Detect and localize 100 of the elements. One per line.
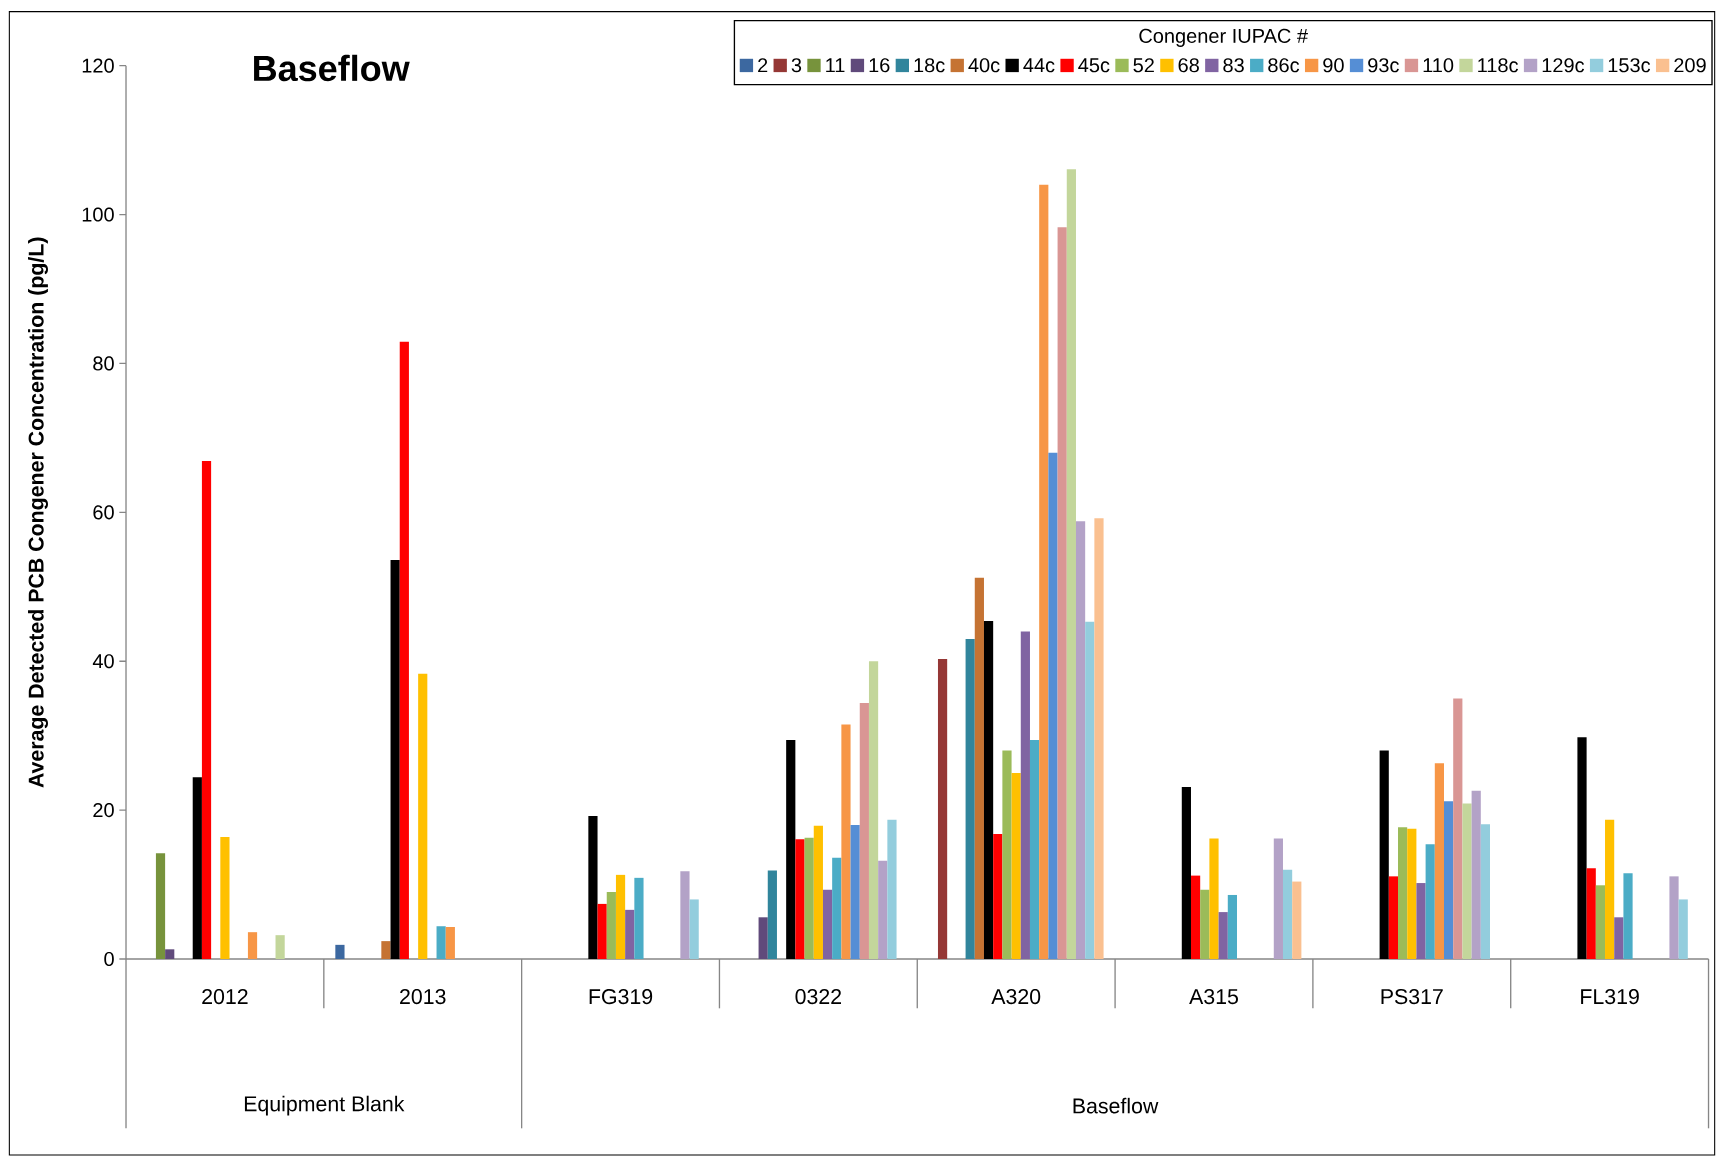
x-tick-label: A320 (991, 989, 1041, 1005)
y-tick-label: 60 (93, 505, 114, 520)
bar (887, 819, 897, 959)
bar (758, 917, 768, 959)
y-tick-label: 20 (93, 803, 114, 818)
bar (965, 638, 975, 959)
x-tick-label: 0322 (795, 989, 841, 1005)
bar (1462, 803, 1472, 959)
bar (615, 874, 626, 959)
legend-label: 110 (1423, 58, 1454, 73)
bar (1209, 838, 1219, 959)
bar (165, 949, 175, 959)
legend-label: 93c (1368, 58, 1399, 73)
x-tick-label: FG319 (589, 989, 653, 1005)
bar (1407, 828, 1417, 959)
bar (1218, 912, 1228, 959)
bar (1002, 750, 1012, 959)
bar (220, 836, 230, 959)
bar (1011, 772, 1021, 959)
x-tick-label: FL319 (1581, 989, 1639, 1005)
bar (588, 816, 598, 959)
bar (1398, 827, 1408, 959)
bar (1425, 844, 1435, 959)
bar (813, 825, 823, 959)
bar (1020, 631, 1030, 959)
bar (418, 673, 428, 959)
bar (822, 889, 833, 959)
bar (1227, 894, 1237, 959)
legend-label: 86c (1268, 58, 1300, 73)
bar (1066, 169, 1076, 959)
bar (1181, 787, 1191, 959)
bar (841, 724, 851, 959)
bar (192, 777, 202, 959)
y-tick-label: 100 (82, 207, 114, 222)
bar (247, 932, 258, 959)
y-tick-label: 0 (104, 951, 114, 967)
legend-label: 11 (826, 58, 845, 73)
bar (1029, 740, 1040, 959)
bar (1669, 876, 1679, 959)
bar (1094, 518, 1104, 959)
legend-title: Congener IUPAC # (1139, 28, 1308, 47)
bar (868, 661, 879, 959)
legend-label: 52 (1133, 58, 1154, 73)
bar (1623, 873, 1633, 959)
bar (1595, 885, 1606, 959)
legend-label: 44c (1023, 58, 1055, 73)
bar (1577, 737, 1587, 959)
chart-title: Baseflow (254, 54, 410, 82)
x-tick-label: PS317 (1381, 989, 1443, 1005)
bar (625, 909, 635, 959)
bar (974, 577, 984, 959)
bar (1085, 621, 1095, 959)
bar (1678, 899, 1688, 959)
bar (859, 702, 869, 959)
bar (597, 903, 607, 959)
bar (1048, 452, 1058, 959)
bar (606, 891, 616, 959)
bar (1471, 790, 1481, 959)
bar (335, 944, 345, 959)
legend-label: 129c (1542, 58, 1585, 73)
bar (390, 559, 400, 959)
bar (399, 341, 409, 959)
x-tick-label: 2012 (202, 989, 248, 1005)
bar (832, 857, 842, 959)
bar (1480, 824, 1490, 959)
legend-label: 83 (1223, 58, 1244, 73)
bar (795, 839, 805, 959)
legend-label: 3 (791, 58, 802, 73)
bar (1614, 917, 1624, 959)
bar (767, 870, 777, 959)
text: Baseflow (1073, 1097, 1159, 1114)
x-tick-label: A315 (1189, 989, 1238, 1005)
legend-label: 118c (1478, 58, 1519, 73)
bar (786, 740, 796, 959)
bar (1190, 875, 1201, 959)
bar (878, 860, 888, 959)
legend-label: 2 (758, 58, 768, 73)
x-tick-label: 2013 (400, 989, 446, 1005)
y-tick-label: 40 (92, 654, 114, 669)
bar (436, 926, 446, 959)
bar (680, 871, 690, 959)
bar (1416, 883, 1426, 959)
y-axis-title: Average Detected PCB Congener Concentration (pg/L) (28, 237, 48, 788)
bar (445, 926, 455, 959)
bar (1273, 838, 1283, 959)
bar (1282, 869, 1293, 959)
bar (1039, 184, 1049, 959)
bar (1444, 801, 1454, 959)
bar (1292, 881, 1302, 959)
legend-label: 153c (1608, 58, 1651, 73)
bar (201, 460, 212, 959)
bar (993, 833, 1003, 959)
bar (275, 935, 285, 959)
bar (1605, 819, 1615, 959)
legend-label: 45c (1078, 58, 1110, 73)
legend-label: 18c (914, 58, 945, 73)
bar (1453, 698, 1463, 959)
bar (937, 658, 948, 959)
y-tick-label: 80 (93, 356, 114, 371)
legend-label: 90 (1323, 58, 1344, 73)
